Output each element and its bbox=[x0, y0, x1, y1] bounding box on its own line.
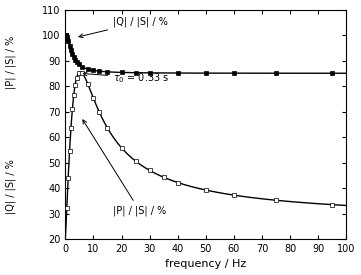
Text: |Q| / |S| / %: |Q| / |S| / % bbox=[5, 159, 16, 214]
Text: $\tau_0$ = 0.33 s: $\tau_0$ = 0.33 s bbox=[83, 71, 169, 85]
Text: |P| / |S| / %: |P| / |S| / % bbox=[5, 36, 16, 89]
X-axis label: frequency / Hz: frequency / Hz bbox=[165, 259, 247, 270]
Text: |Q| / |S| / %: |Q| / |S| / % bbox=[79, 17, 168, 38]
Text: |P| / |S| / %: |P| / |S| / % bbox=[83, 120, 166, 216]
